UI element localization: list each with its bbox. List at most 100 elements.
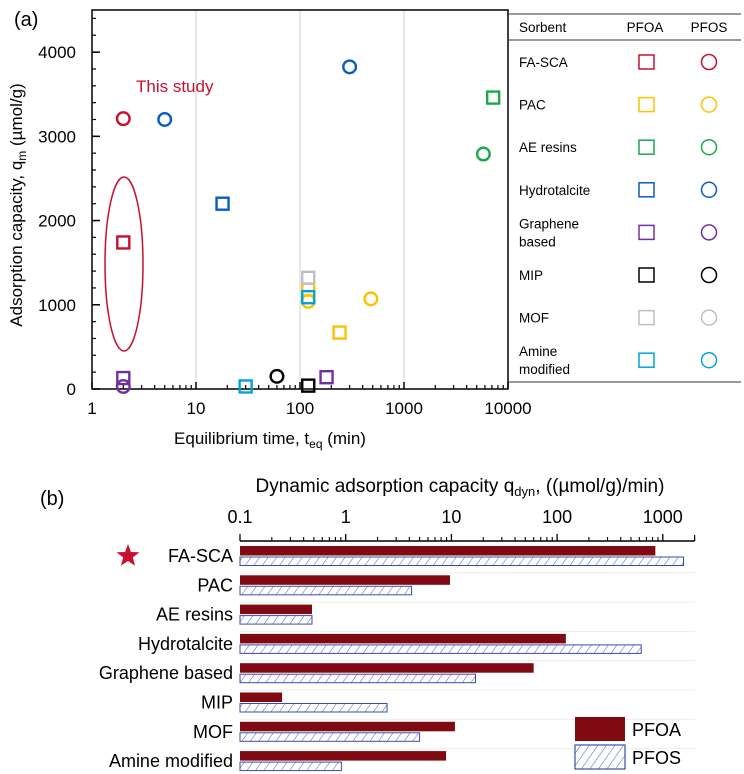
bar-pfoa xyxy=(240,604,313,615)
bar-pfoa xyxy=(240,663,534,673)
bar-pfos xyxy=(239,585,413,596)
legend-pfoa-swatch xyxy=(575,717,625,741)
x-tick-label: 1000 xyxy=(385,399,423,418)
legend-pfoa-square-icon xyxy=(638,267,655,283)
x-tick-label: 1 xyxy=(341,507,351,527)
marker-mof-pfoa xyxy=(301,270,316,286)
x-tick-label: 10 xyxy=(187,399,206,418)
x-axis-label-sub: eq xyxy=(309,437,322,451)
bar-pfos xyxy=(239,615,313,625)
bar-pfos xyxy=(239,556,685,566)
legend-pfos-circle-icon xyxy=(700,138,718,156)
bar-pfos xyxy=(239,732,421,742)
legend-pfos-circle-icon xyxy=(700,351,718,369)
legend-row: Amine modified xyxy=(519,344,718,377)
y-axis-label-sub: m xyxy=(15,151,29,161)
marker-ae-resins-pfoa xyxy=(485,90,501,105)
panel-a-label: (a) xyxy=(14,9,38,31)
bar-pfoa xyxy=(240,751,447,761)
category-label: MIP xyxy=(201,693,233,713)
bar-pfoa xyxy=(240,692,283,702)
legend-row: Graphene based xyxy=(519,216,718,249)
legend-sorbent-label: MIP xyxy=(519,268,543,283)
x-tick-label: 0.1 xyxy=(227,507,252,527)
x-tick-label: 1000 xyxy=(643,507,683,527)
marker-graphene-based-pfos xyxy=(115,378,131,394)
x-axis-label-unit: (min) xyxy=(323,429,366,448)
y-axis-label: Adsorption capacity, qm (µmol/g) xyxy=(7,83,29,326)
panel-b-legend: PFOA PFOS xyxy=(574,717,681,770)
category-label: Graphene based xyxy=(99,663,233,683)
panel-b-label: (b) xyxy=(40,488,64,510)
bar-row: AE resins xyxy=(156,601,695,625)
marker-pac-pfoa xyxy=(301,282,316,297)
legend-sorbent-label: MOF xyxy=(519,311,549,326)
marker-hydrotalcite-pfoa xyxy=(215,196,230,211)
legend-pfoa-square-icon xyxy=(638,139,655,155)
marker-graphene-based-pfoa xyxy=(116,370,131,386)
bar-pfoa xyxy=(240,633,566,644)
legend-header: Sorbent xyxy=(519,20,567,35)
legend-pfoa-square-icon xyxy=(638,182,655,198)
bar-pfoa xyxy=(240,546,656,556)
legend-sorbent-label: modified xyxy=(519,362,570,377)
x-axis-label-main: Equilibrium time, t xyxy=(174,429,309,448)
x-tick-label: 10 xyxy=(441,507,461,527)
x-axis-label: Equilibrium time, teq (min) xyxy=(174,429,366,451)
bar-pfoa xyxy=(240,721,455,732)
panel-a: (a) 1 10 100 1000 10000 0 1000 2000 3000 4000 Equil… xyxy=(7,9,532,451)
star-icon xyxy=(116,544,140,566)
bar-pfos xyxy=(239,644,642,654)
legend-pfoa-square-icon xyxy=(638,54,655,70)
panel-b-title-unit: , ((µmol/g)/min) xyxy=(535,476,664,497)
marker-hydrotalcite-pfos xyxy=(342,59,358,75)
y-axis-label-main: Adsorption capacity, q xyxy=(7,161,26,327)
legend-pfos-circle-icon xyxy=(700,53,718,71)
panel-b-title-main: Dynamic adsorption capacity q xyxy=(256,476,515,497)
this-study-ellipse xyxy=(104,176,144,352)
bar-row: FA-SCA xyxy=(116,544,685,566)
legend-sorbent-label: Amine xyxy=(519,344,557,359)
legend-pfos-swatch xyxy=(574,744,626,770)
marker-amine-modified-pfoa xyxy=(301,289,316,305)
legend-table: Sorbent PFOA PFOS FA-SCA PAC AE resins Hydrota… xyxy=(509,13,741,383)
legend-pfos-circle-icon xyxy=(700,224,718,241)
marker-pac-pfos xyxy=(363,291,379,307)
this-study-annotation: This study xyxy=(136,77,214,96)
legend-pfoa-square-icon xyxy=(638,309,655,326)
legend-pfos-label: PFOS xyxy=(632,748,681,768)
y-axis-label-unit: (µmol/g) xyxy=(7,83,26,150)
bar-pfos xyxy=(239,673,476,684)
legend-header: PFOA xyxy=(627,20,664,35)
legend-sorbent-label: based xyxy=(519,234,556,249)
legend-row: MOF xyxy=(519,309,718,326)
y-tick-label: 3000 xyxy=(38,127,76,146)
category-label: Amine modified xyxy=(109,751,233,771)
marker-graphene-based-pfoa xyxy=(319,370,334,385)
x-tick-label: 100 xyxy=(286,399,314,418)
legend-pfoa-square-icon xyxy=(638,224,655,241)
panel-b-title: Dynamic adsorption capacity qdyn, ((µmol… xyxy=(256,476,665,499)
category-label: PAC xyxy=(197,575,233,595)
marker-pac-pfos xyxy=(300,293,316,309)
legend-sorbent-label: Graphene xyxy=(519,216,579,231)
category-label: FA-SCA xyxy=(168,546,233,566)
category-label: Hydrotalcite xyxy=(138,634,233,654)
legend-pfos-circle-icon xyxy=(700,309,718,326)
bar-pfoa xyxy=(240,575,451,585)
legend-row: MIP xyxy=(519,266,718,284)
y-tick-label: 2000 xyxy=(38,212,76,231)
marker-fa-sca-pfos xyxy=(115,111,131,127)
marker-hydrotalcite-pfos xyxy=(157,111,173,127)
legend-pfoa-square-icon xyxy=(638,96,655,113)
legend-sorbent-label: PAC xyxy=(519,98,546,113)
category-label: AE resins xyxy=(156,605,233,625)
panel-b-title-sub: dyn xyxy=(514,484,535,499)
panel-b: (b) Dynamic adsorption capacity qdyn, ((µ… xyxy=(40,476,696,772)
marker-mip-pfoa xyxy=(301,378,316,393)
legend-sorbent-label: Hydrotalcite xyxy=(519,183,590,198)
legend-sorbent-label: FA-SCA xyxy=(519,55,568,70)
legend-row: AE resins xyxy=(519,138,718,156)
legend-row: FA-SCA xyxy=(519,53,718,71)
